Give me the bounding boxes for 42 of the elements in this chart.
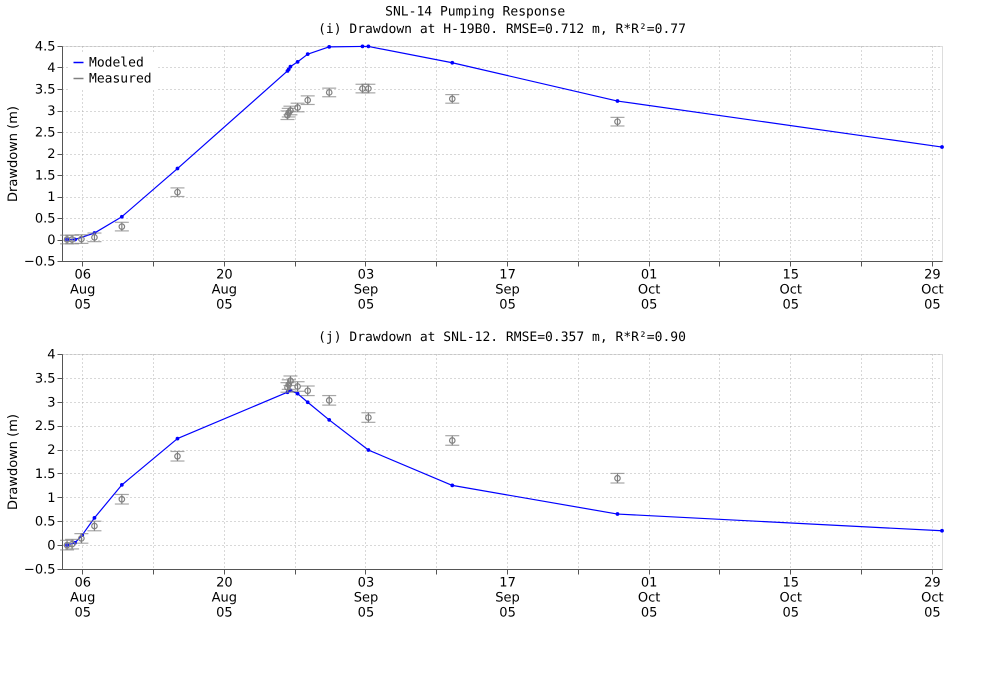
legend-label: Modeled	[89, 56, 144, 70]
x-tick-label: 15 Oct 05	[780, 268, 802, 312]
y-tick-label: 3.5	[34, 371, 56, 386]
y-tick-label: 2.5	[34, 419, 56, 434]
y-tick-label: 1	[47, 190, 56, 205]
y-tick-label: −0.5	[24, 254, 56, 270]
y-tick-label: 1	[47, 490, 56, 506]
y-tick-label: 2	[47, 147, 56, 162]
x-tick-label: 29 Oct 05	[921, 268, 944, 312]
legend-label: Measured	[89, 72, 152, 86]
x-tick-label: 06 Aug 05	[70, 576, 96, 620]
y-tick-label: 1.5	[34, 168, 56, 184]
y-axis-title: Drawdown (m)	[6, 106, 21, 202]
x-tick-label: 03 Sep 05	[354, 576, 378, 620]
y-tick-label: 3	[47, 395, 56, 410]
y-tick-label: 3.5	[34, 82, 56, 98]
x-tick-label: 06 Aug 05	[70, 268, 96, 312]
y-tick-label: 4	[47, 348, 56, 362]
y-tick-label: 0.5	[34, 514, 56, 530]
y-tick-label: 1.5	[34, 466, 56, 482]
x-tick-label: 01 Oct 05	[638, 576, 660, 620]
y-tick-label: 3	[47, 104, 56, 119]
y-tick-label: 0.5	[34, 212, 56, 226]
x-tick-label: 15 Oct 05	[780, 576, 802, 620]
y-axis-title: Drawdown (m)	[6, 414, 21, 510]
y-tick-label: −0.5	[24, 562, 56, 578]
x-tick-label: 17 Sep 05	[495, 268, 520, 312]
x-tick-label: 20 Aug 05	[212, 268, 238, 312]
x-tick-label: 29 Oct 05	[921, 576, 944, 620]
x-tick-label: 03 Sep 05	[354, 268, 378, 312]
y-tick-label: 2	[47, 443, 56, 458]
y-tick-label: 4	[47, 61, 56, 76]
x-tick-label: 01 Oct 05	[638, 268, 660, 312]
chart-title: SNL-14 Pumping Response	[385, 4, 566, 20]
chart-subtitle: (i) Drawdown at H-19B0. RMSE=0.712 m, R*R²=0.77	[318, 22, 686, 37]
y-tick-label: 0	[47, 233, 56, 248]
y-tick-label: 2.5	[34, 126, 56, 140]
chart-title: (j) Drawdown at SNL-12. RMSE=0.357 m, R*R²=0.90	[318, 330, 686, 345]
y-tick-label: 0	[47, 538, 56, 554]
y-tick-label: 4.5	[34, 40, 56, 54]
x-tick-label: 17 Sep 05	[495, 576, 520, 620]
x-tick-label: 20 Aug 05	[212, 576, 238, 620]
